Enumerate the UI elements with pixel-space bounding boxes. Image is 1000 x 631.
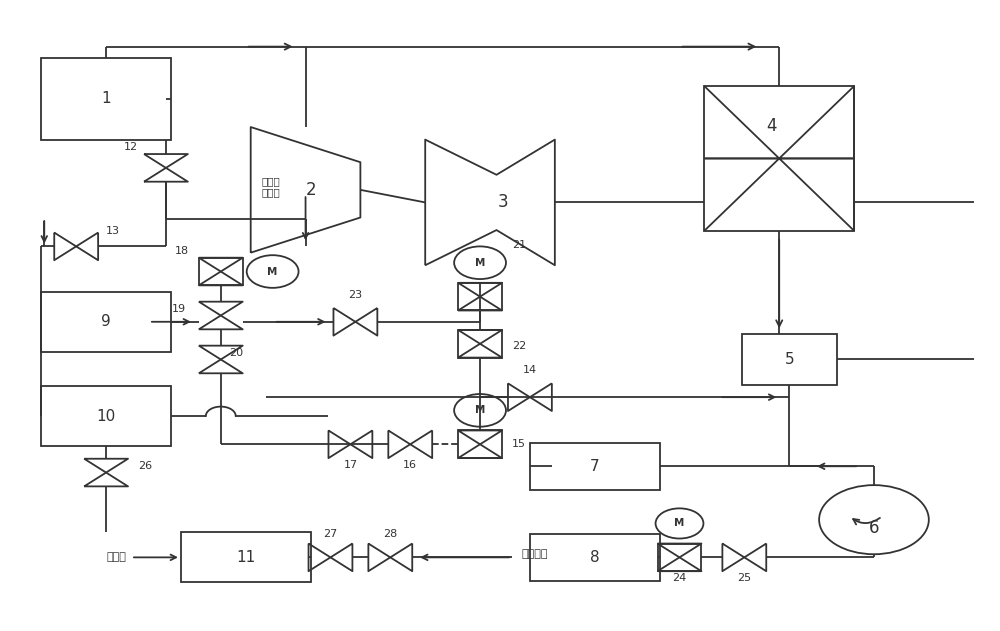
Text: 9: 9 [101, 314, 111, 329]
Bar [181, 532, 311, 582]
Text: 28: 28 [383, 529, 397, 540]
Text: 4: 4 [766, 117, 777, 135]
Text: 5: 5 [784, 352, 794, 367]
Text: 6: 6 [869, 519, 879, 538]
Text: M: M [674, 519, 685, 528]
Text: 15: 15 [512, 439, 526, 449]
Text: 7: 7 [590, 459, 600, 474]
Text: M: M [475, 405, 485, 415]
Bar [704, 86, 854, 231]
Text: 减温水: 减温水 [106, 552, 126, 562]
Text: 21: 21 [512, 240, 526, 251]
Bar [41, 292, 171, 351]
Text: 2: 2 [306, 181, 316, 199]
Text: 邻机来汽: 邻机来汽 [522, 549, 548, 559]
Text: 14: 14 [523, 365, 537, 375]
Text: 17: 17 [343, 460, 357, 470]
Bar [742, 334, 837, 385]
Text: M: M [475, 257, 485, 268]
Text: 23: 23 [348, 290, 362, 300]
Text: 3: 3 [498, 194, 508, 211]
Text: 22: 22 [512, 341, 526, 351]
Bar [458, 330, 502, 358]
Text: 8: 8 [590, 550, 600, 565]
Text: M: M [267, 266, 278, 276]
Bar [458, 283, 502, 310]
Text: 20: 20 [229, 348, 243, 358]
Text: 10: 10 [96, 408, 116, 423]
Text: 18: 18 [175, 246, 189, 256]
Text: 至高压
缸倒暖: 至高压 缸倒暖 [261, 176, 280, 198]
Bar [458, 430, 502, 458]
Text: 1: 1 [101, 91, 111, 106]
Bar [658, 543, 701, 571]
Bar [530, 443, 660, 490]
Bar [41, 58, 171, 139]
Text: 13: 13 [106, 226, 120, 236]
Text: 16: 16 [403, 460, 417, 470]
Bar [530, 534, 660, 581]
Text: 26: 26 [138, 461, 152, 471]
Text: 24: 24 [672, 573, 687, 583]
Bar [199, 257, 243, 285]
Bar [41, 386, 171, 446]
Text: 12: 12 [124, 142, 138, 152]
Text: 19: 19 [172, 304, 186, 314]
Text: 11: 11 [236, 550, 255, 565]
Text: 25: 25 [737, 573, 751, 583]
Text: 27: 27 [323, 529, 338, 540]
